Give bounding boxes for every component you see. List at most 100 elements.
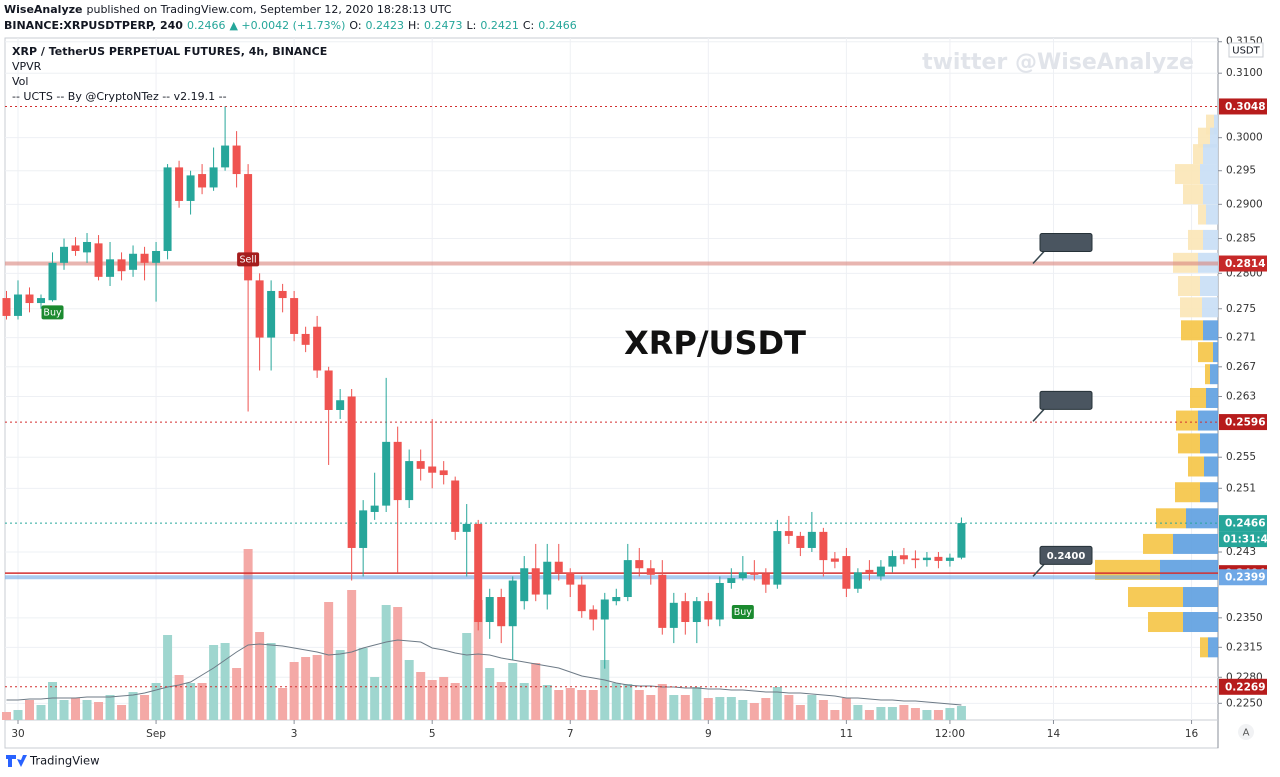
x-tick-label: 9 <box>705 728 712 740</box>
candle-body <box>807 531 816 548</box>
volume-bar <box>841 698 851 720</box>
callout-box <box>1039 233 1093 253</box>
candle-body <box>957 523 966 558</box>
price-tag-label: 0.2399 <box>1225 572 1266 584</box>
vpvr-up <box>1200 164 1218 185</box>
volume-bar <box>117 705 127 720</box>
candle-body <box>439 470 448 476</box>
volume <box>1 549 966 720</box>
vpvr-down <box>1178 433 1200 454</box>
candle-body <box>715 582 724 620</box>
y-tick-label: 0.267 <box>1226 361 1256 373</box>
vpvr-down <box>1188 456 1204 477</box>
vpvr-up <box>1202 297 1218 318</box>
header-text: 0.2473 <box>424 19 463 32</box>
brand: TradingView <box>29 754 99 768</box>
candle-body <box>853 572 862 589</box>
volume-bar <box>232 668 242 720</box>
candle-body <box>899 555 908 560</box>
volume-bar <box>945 708 955 720</box>
candle-body <box>623 560 632 598</box>
volume-bar <box>876 707 886 720</box>
y-tick-label: 0.275 <box>1226 303 1256 315</box>
vpvr-down <box>1156 508 1186 529</box>
volume-bar <box>772 687 782 720</box>
y-tick-label: 0.3000 <box>1226 132 1263 144</box>
brand-logo <box>6 755 27 767</box>
candle-body <box>382 441 391 506</box>
y-tick-label: 0.285 <box>1226 233 1256 245</box>
y-tick-label: 0.251 <box>1226 482 1256 494</box>
auto-scale-button[interactable] <box>1238 724 1254 740</box>
indicator: -- UCTS -- By @CryptoNTez -- v2.19.1 -- <box>12 90 227 103</box>
candle-body <box>140 253 149 263</box>
x-tick-label: 5 <box>429 728 436 740</box>
signal-box <box>237 252 260 267</box>
volume-bar <box>82 700 92 720</box>
signal-label: Buy <box>43 307 62 318</box>
candle-body <box>336 400 345 410</box>
volume-bar <box>485 668 495 720</box>
volume-bar <box>289 662 299 720</box>
volume-bar <box>726 697 736 720</box>
volume-bar <box>554 690 564 720</box>
countdown-label: 01:31:48 <box>1223 534 1275 546</box>
volume-bar <box>163 635 173 720</box>
vpvr-up <box>1186 508 1218 529</box>
candle-body <box>117 259 126 272</box>
candle-body <box>60 246 69 263</box>
vpvr-down <box>1148 612 1183 633</box>
price-tag <box>1219 678 1267 695</box>
currency-box <box>1228 42 1264 58</box>
chart-title: XRP / TetherUS PERPETUAL FUTURES, 4h, BI… <box>12 45 327 58</box>
callout-pointer <box>1032 251 1045 265</box>
candle-body <box>416 461 425 469</box>
volume-bar <box>439 677 449 720</box>
y-tick-label: 0.255 <box>1226 451 1256 463</box>
signal-box <box>731 604 754 619</box>
volume-bar <box>634 690 644 720</box>
candle-body <box>48 262 57 301</box>
vpvr-down <box>1198 342 1213 363</box>
y-tick-label: 0.243 <box>1226 546 1256 558</box>
vpvr-down <box>1175 164 1200 185</box>
volume-bar <box>462 633 472 720</box>
x-tick-label: 11 <box>840 728 853 740</box>
candle-body <box>945 557 954 561</box>
price-tag-label: 0.2466 <box>1225 518 1266 530</box>
price-tag <box>1219 515 1267 532</box>
header-text: 0.2466 <box>538 19 577 32</box>
volume-bar <box>692 687 702 720</box>
auto-scale-label[interactable]: A <box>1243 728 1250 739</box>
callout-pointer <box>1032 408 1045 422</box>
price-tag <box>1219 255 1267 272</box>
volume-bar <box>715 697 725 720</box>
x-tick-label: 12:00 <box>935 728 965 740</box>
volume-bar <box>25 700 35 720</box>
vpvr-up <box>1203 320 1218 341</box>
vpvr-up <box>1206 204 1218 225</box>
candle-body <box>819 531 828 561</box>
vpvr-down <box>1178 276 1200 297</box>
candle-body <box>324 370 333 410</box>
candle-body <box>405 461 414 501</box>
header-text: 0.2466 <box>187 19 226 32</box>
candles <box>2 106 966 669</box>
y-tick-label: 0.2900 <box>1226 198 1263 210</box>
volume-bar <box>186 683 196 720</box>
vpvr-up <box>1208 637 1218 658</box>
signal-label: Sell <box>240 254 257 265</box>
header-text: ▲ +0.0042 (+1.73%) <box>229 19 345 32</box>
price-tag <box>1219 569 1267 586</box>
header-text: L: <box>467 19 477 32</box>
volume-bar <box>749 703 759 720</box>
x-tick-label: 3 <box>291 728 298 740</box>
volume-bar <box>600 660 610 720</box>
candle-body <box>370 505 379 512</box>
volume-bar <box>128 692 138 720</box>
volume-bar <box>48 682 58 720</box>
y-tick-label: 0.2315 <box>1226 641 1263 653</box>
y-tick-label: 0.2250 <box>1226 697 1263 709</box>
volume-bar <box>266 643 276 720</box>
